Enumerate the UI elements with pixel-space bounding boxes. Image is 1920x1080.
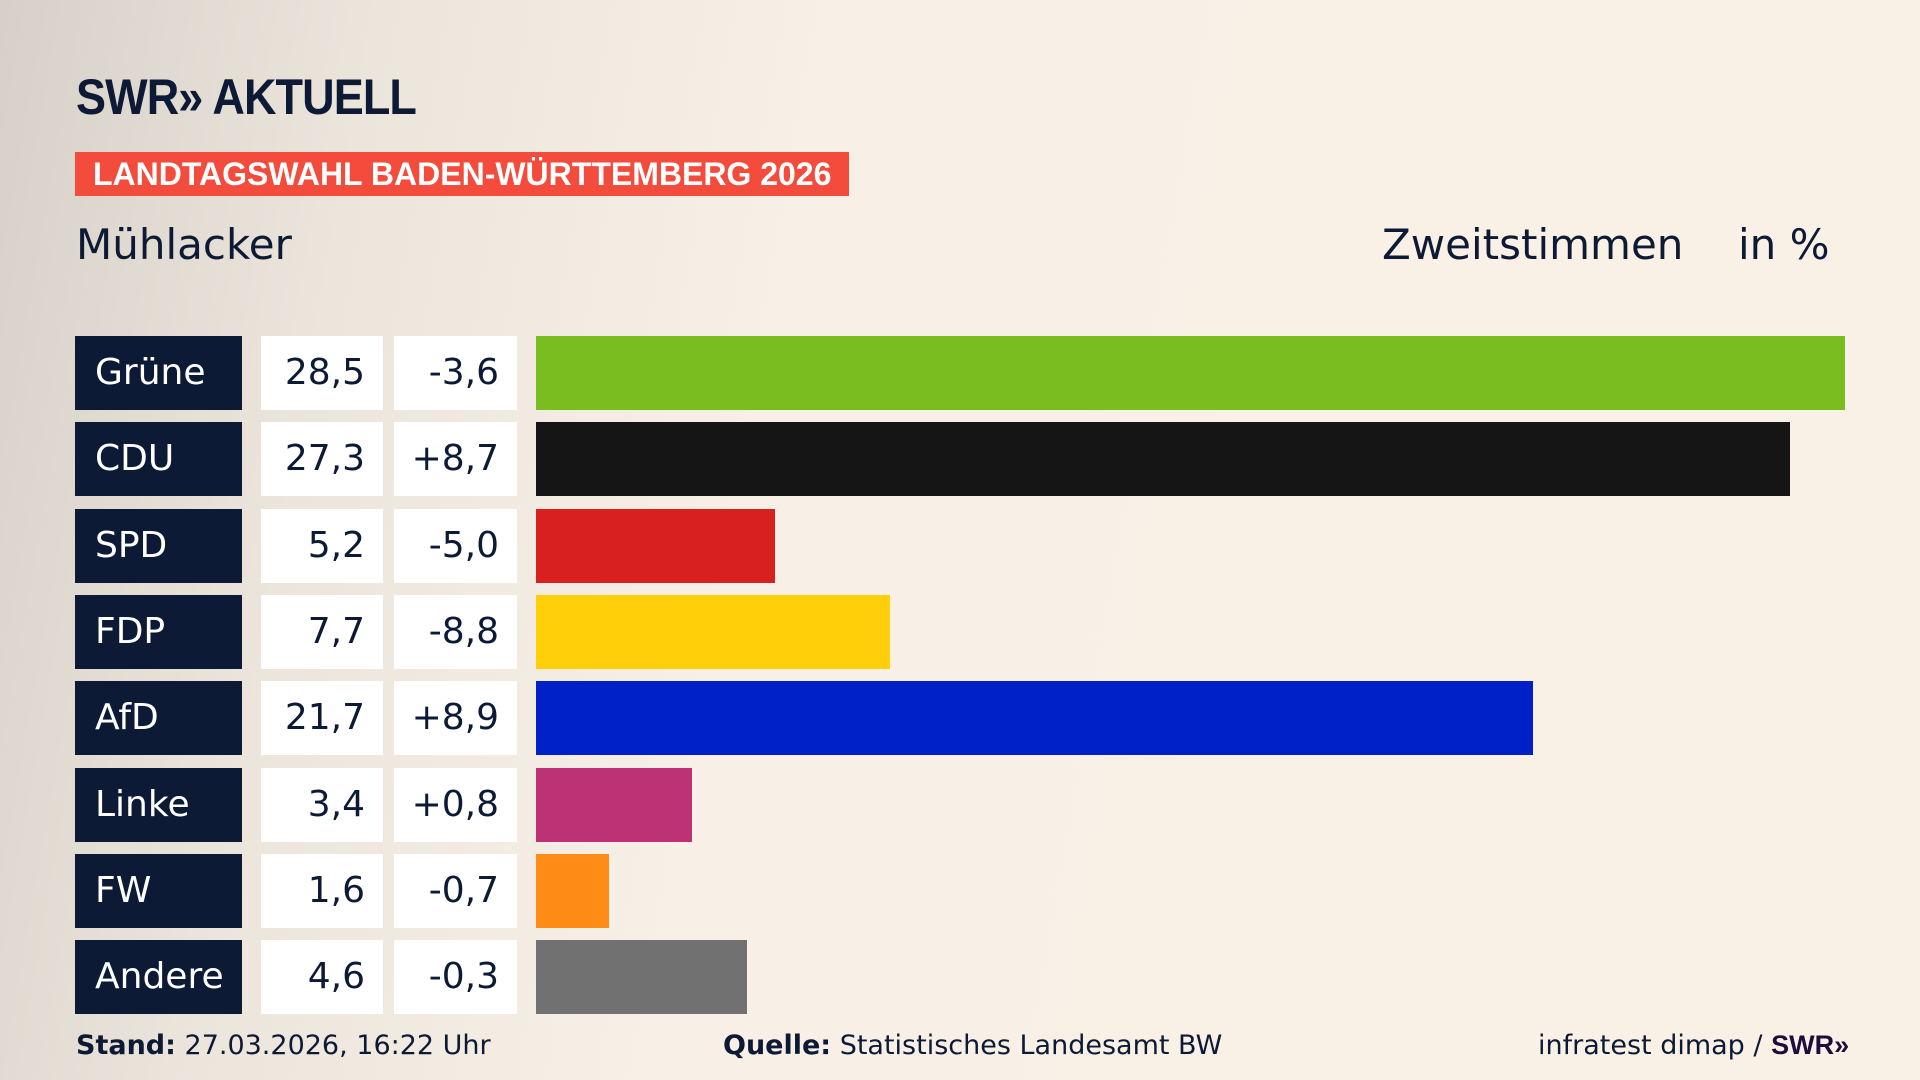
vote-share: 21,7 xyxy=(261,681,383,756)
source-value: Statistisches Landesamt BW xyxy=(839,1030,1223,1061)
stand-label: Stand: xyxy=(76,1030,176,1061)
vote-change: +8,7 xyxy=(394,422,517,497)
vote-share: 27,3 xyxy=(261,422,383,497)
bar-cdu xyxy=(536,422,1790,497)
bar-fw xyxy=(536,853,610,928)
party-name: SPD xyxy=(75,508,242,583)
vote-change: -8,8 xyxy=(394,594,517,669)
bar-grüne xyxy=(536,336,1845,410)
vote-change: +8,9 xyxy=(394,681,517,756)
stand-value: 27.03.2026, 16:22 Uhr xyxy=(184,1030,491,1061)
vote-change: -5,0 xyxy=(394,508,517,583)
party-name: CDU xyxy=(75,422,242,497)
election-banner: LANDTAGSWAHL BADEN-WÜRTTEMBERG 2026 xyxy=(75,152,850,196)
vote-change: -3,6 xyxy=(394,336,517,410)
party-name: FDP xyxy=(75,594,242,669)
vote-change: +0,8 xyxy=(394,767,517,842)
region-title: Mühlacker xyxy=(76,220,292,269)
vote-change: -0,7 xyxy=(394,853,517,928)
vote-share: 4,6 xyxy=(261,940,383,1015)
vote-share: 7,7 xyxy=(261,594,383,669)
bar-spd xyxy=(536,508,775,583)
swr-logo: SWR» xyxy=(1771,1030,1850,1060)
party-name: Grüne xyxy=(75,336,242,410)
party-name: Andere xyxy=(75,940,242,1015)
vote-share: 28,5 xyxy=(261,336,383,410)
vote-share: 5,2 xyxy=(261,508,383,583)
party-name: Linke xyxy=(75,767,242,842)
bar-andere xyxy=(536,940,748,1015)
bar-fdp xyxy=(536,594,890,669)
timestamp: Stand: 27.03.2026, 16:22 Uhr xyxy=(76,1030,491,1061)
source: Quelle: Statistisches Landesamt BW xyxy=(723,1030,1222,1061)
credit: infratest dimap / SWR» xyxy=(1538,1030,1849,1061)
vote-share: 3,4 xyxy=(261,767,383,842)
unit-label: in % xyxy=(1738,220,1830,269)
source-label: Quelle: xyxy=(723,1030,832,1061)
swr-aktuell-logo: SWR» AKTUELL xyxy=(76,69,417,125)
vote-change: -0,3 xyxy=(394,940,517,1015)
bar-linke xyxy=(536,767,693,842)
bar-afd xyxy=(536,681,1533,756)
party-name: AfD xyxy=(75,681,242,756)
vote-share: 1,6 xyxy=(261,853,383,928)
metric-label: Zweitstimmen xyxy=(1382,220,1684,269)
credit-text: infratest dimap / xyxy=(1538,1030,1763,1061)
party-name: FW xyxy=(75,853,242,928)
